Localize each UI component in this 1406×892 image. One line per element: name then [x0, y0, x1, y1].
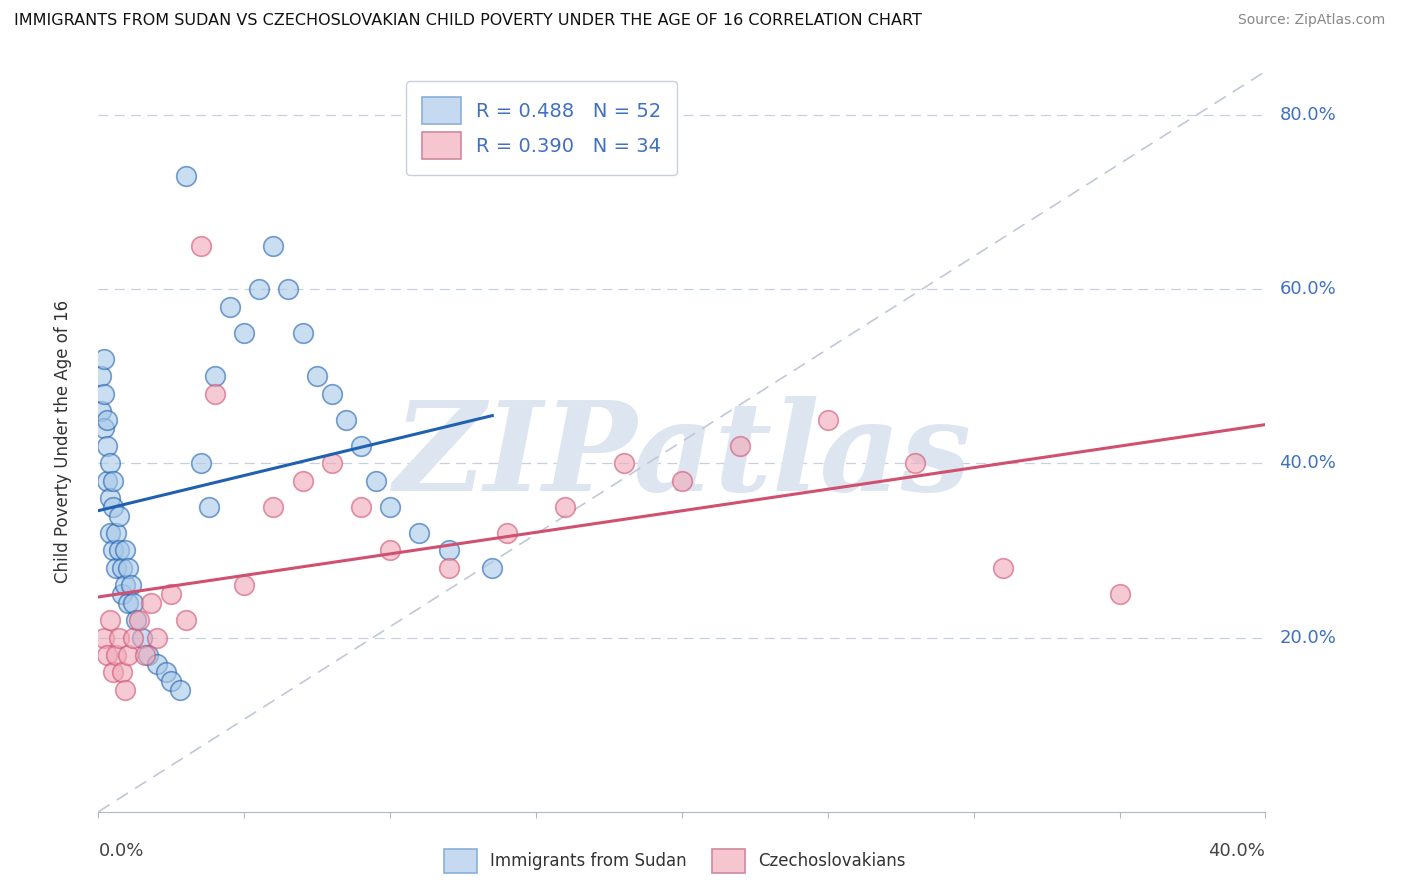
Point — [155, 665, 177, 680]
Point — [96, 648, 118, 662]
Point — [93, 351, 115, 366]
Point — [730, 439, 752, 453]
Text: 80.0%: 80.0% — [1279, 106, 1336, 124]
Text: 0.0%: 0.0% — [98, 842, 143, 860]
Point — [108, 543, 131, 558]
Point — [481, 561, 503, 575]
Point — [108, 631, 131, 645]
Text: 60.0%: 60.0% — [1279, 280, 1336, 298]
Point — [437, 543, 460, 558]
Point — [96, 413, 118, 427]
Point — [122, 631, 145, 645]
Point — [321, 456, 343, 470]
Point — [136, 648, 159, 662]
Point — [114, 578, 136, 592]
Point — [612, 456, 634, 470]
Point — [277, 282, 299, 296]
Point — [496, 526, 519, 541]
Point — [321, 386, 343, 401]
Point — [117, 561, 139, 575]
Point — [991, 561, 1014, 575]
Text: 20.0%: 20.0% — [1279, 629, 1336, 647]
Point — [90, 369, 112, 384]
Point — [233, 326, 256, 340]
Point — [218, 300, 240, 314]
Point — [104, 561, 127, 575]
Point — [437, 561, 460, 575]
Point — [104, 526, 127, 541]
Point — [93, 421, 115, 435]
Point — [1108, 587, 1130, 601]
Point — [104, 648, 127, 662]
Point — [262, 500, 284, 514]
Point — [364, 474, 387, 488]
Point — [380, 543, 402, 558]
Point — [169, 682, 191, 697]
Point — [101, 665, 124, 680]
Text: 40.0%: 40.0% — [1209, 842, 1265, 860]
Text: ZIPatlas: ZIPatlas — [392, 395, 972, 517]
Point — [204, 386, 226, 401]
Point — [174, 613, 197, 627]
Legend: Immigrants from Sudan, Czechoslovakians: Immigrants from Sudan, Czechoslovakians — [437, 842, 912, 880]
Point — [111, 665, 134, 680]
Point — [350, 500, 373, 514]
Point — [350, 439, 373, 453]
Point — [190, 238, 212, 252]
Point — [117, 596, 139, 610]
Point — [98, 613, 121, 627]
Point — [291, 474, 314, 488]
Point — [146, 631, 169, 645]
Point — [307, 369, 329, 384]
Point — [291, 326, 314, 340]
Point — [380, 500, 402, 514]
Point — [98, 491, 121, 505]
Point — [101, 474, 124, 488]
Point — [247, 282, 270, 296]
Point — [204, 369, 226, 384]
Point — [93, 631, 115, 645]
Point — [114, 543, 136, 558]
Point — [262, 238, 284, 252]
Point — [125, 613, 148, 627]
Point — [120, 578, 142, 592]
Point — [101, 500, 124, 514]
Point — [233, 578, 256, 592]
Point — [96, 439, 118, 453]
Text: IMMIGRANTS FROM SUDAN VS CZECHOSLOVAKIAN CHILD POVERTY UNDER THE AGE OF 16 CORRE: IMMIGRANTS FROM SUDAN VS CZECHOSLOVAKIAN… — [14, 13, 922, 29]
Point — [122, 596, 145, 610]
Point — [146, 657, 169, 671]
Point — [93, 386, 115, 401]
Point — [96, 474, 118, 488]
Point — [111, 561, 134, 575]
Point — [101, 543, 124, 558]
Point — [408, 526, 430, 541]
Text: 40.0%: 40.0% — [1279, 454, 1336, 473]
Point — [554, 500, 576, 514]
Point — [108, 508, 131, 523]
Point — [198, 500, 221, 514]
Point — [160, 674, 183, 689]
Legend: R = 0.488   N = 52, R = 0.390   N = 34: R = 0.488 N = 52, R = 0.390 N = 34 — [406, 81, 678, 175]
Point — [671, 474, 693, 488]
Point — [335, 413, 357, 427]
Point — [190, 456, 212, 470]
Point — [131, 631, 153, 645]
Point — [111, 587, 134, 601]
Point — [904, 456, 927, 470]
Point — [174, 169, 197, 183]
Point — [117, 648, 139, 662]
Point — [134, 648, 156, 662]
Point — [98, 456, 121, 470]
Point — [114, 682, 136, 697]
Text: Source: ZipAtlas.com: Source: ZipAtlas.com — [1237, 13, 1385, 28]
Point — [139, 596, 162, 610]
Y-axis label: Child Poverty Under the Age of 16: Child Poverty Under the Age of 16 — [53, 300, 72, 583]
Point — [98, 526, 121, 541]
Point — [90, 404, 112, 418]
Point — [817, 413, 839, 427]
Point — [128, 613, 150, 627]
Point — [160, 587, 183, 601]
